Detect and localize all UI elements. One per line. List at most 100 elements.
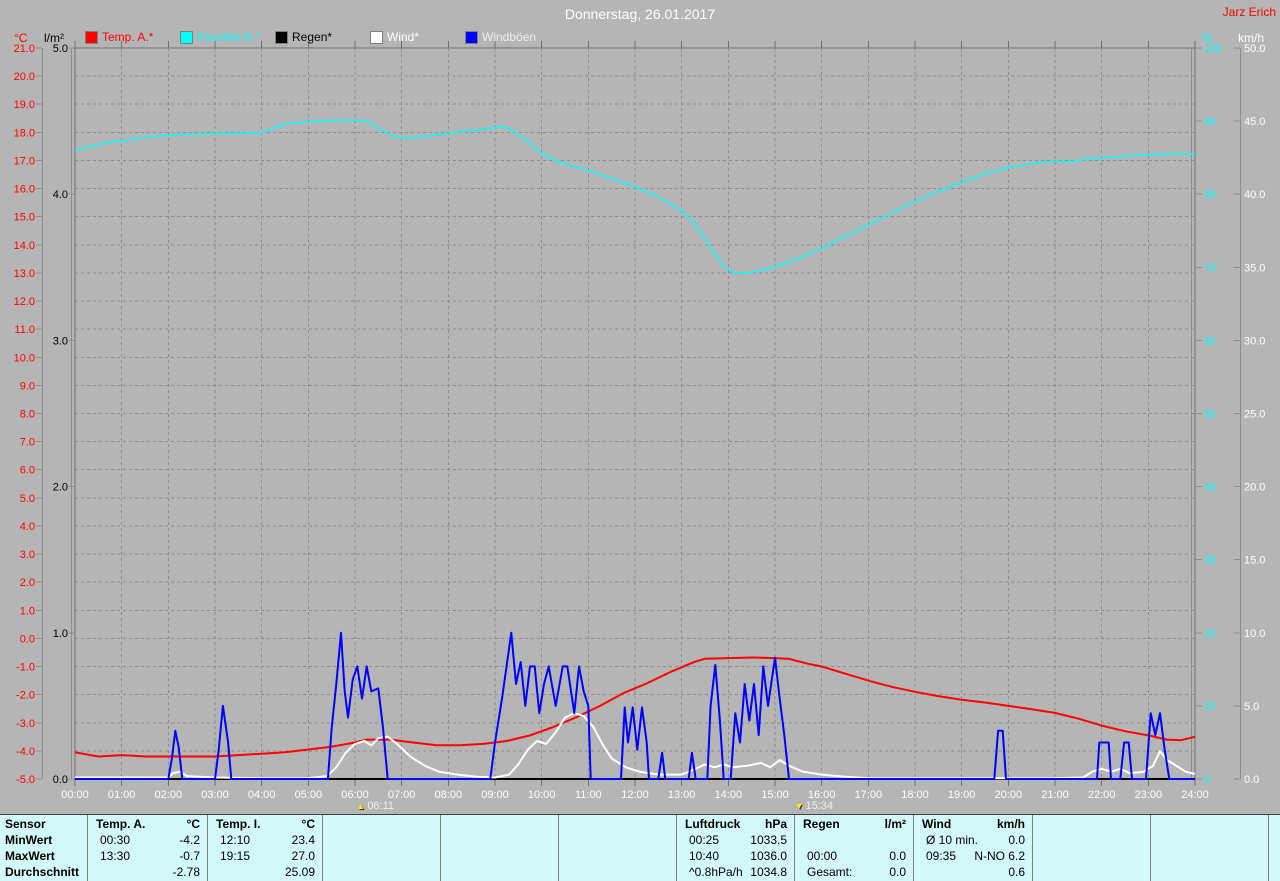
temp-tick-label: 17.0 bbox=[14, 155, 35, 167]
temp-tick-label: 8.0 bbox=[20, 409, 35, 421]
hour-label: 19:00 bbox=[948, 789, 976, 801]
table-column-4 bbox=[440, 815, 558, 881]
wind-tick-label: 15.0 bbox=[1244, 555, 1265, 567]
cell-time: 13:30 bbox=[100, 848, 131, 863]
cell-value: 0.0 bbox=[889, 848, 906, 863]
chart-legend: Temp. A.* Feuchte A.* Regen* Wind* Windböen bbox=[86, 30, 561, 44]
table-column-0: Sensor MinWert MaxWert Durchschnitt bbox=[0, 815, 87, 881]
hour-label: 22:00 bbox=[1088, 789, 1116, 801]
row-label-text: Sensor bbox=[5, 816, 46, 831]
table-value-row: 00:30 -4.2 bbox=[88, 832, 207, 848]
series-feuchte-a- bbox=[74, 119, 1195, 274]
hour-label: 03:00 bbox=[201, 789, 229, 801]
wind-tick-label: 20.0 bbox=[1244, 482, 1265, 494]
wind-tick-label: 50.0 bbox=[1244, 43, 1265, 55]
cell-time: 12:10 bbox=[220, 832, 251, 847]
humidity-tick-label: 0 bbox=[1204, 774, 1210, 786]
legend-item-4: Windböen bbox=[466, 30, 561, 44]
legend-label: Feuchte A.* bbox=[197, 30, 260, 44]
weather-chart: -5.0 -4.0 -3.0 -2.0 -1.0 0.0 1.0 2.0 3.0 4.0 5.0 6.… bbox=[14, 41, 1265, 801]
table-column-3 bbox=[322, 815, 440, 881]
cell-value: 1034.8 bbox=[750, 864, 787, 879]
table-value-row: 12:10 23.4 bbox=[208, 832, 322, 848]
temp-tick-label: 1.0 bbox=[20, 605, 35, 617]
cell-value: 27.0 bbox=[291, 848, 315, 863]
temp-tick-label: 5.0 bbox=[20, 493, 35, 505]
humidity-tick-label: 20 bbox=[1204, 628, 1216, 640]
table-value-row: 10:40 1036.0 bbox=[677, 848, 794, 864]
humidity-tick-label: 50 bbox=[1204, 409, 1216, 421]
legend-item-0: Temp. A.* bbox=[86, 30, 181, 44]
table-value-row: -2.78 bbox=[88, 864, 207, 880]
series-temp-a- bbox=[74, 656, 1196, 758]
legend-swatch-icon bbox=[276, 31, 287, 43]
page-title: Donnerstag, 26.01.2017 bbox=[564, 6, 716, 22]
wind-tick-label: 30.0 bbox=[1244, 335, 1265, 347]
table-row-label: MinWert bbox=[0, 832, 87, 848]
column-unit: hPa bbox=[764, 816, 787, 831]
legend-swatch-icon bbox=[181, 31, 192, 43]
table-value-row: 25.09 bbox=[208, 864, 322, 880]
hour-label: 08:00 bbox=[435, 789, 463, 801]
row-label-text: Durchschnitt bbox=[5, 864, 80, 879]
cell-time: ^0.8hPa/h bbox=[689, 864, 743, 879]
wind-tick-label: 40.0 bbox=[1244, 189, 1265, 201]
column-name: Luftdruck bbox=[685, 816, 741, 831]
temp-tick-label: 3.0 bbox=[20, 549, 35, 561]
cell-value: 0.0 bbox=[1008, 832, 1025, 847]
legend-swatch-icon bbox=[466, 31, 477, 43]
cell-value: N-NO 6.2 bbox=[974, 848, 1025, 863]
cell-value: 1036.0 bbox=[750, 848, 787, 863]
wind-tick-label: 10.0 bbox=[1244, 628, 1265, 640]
table-column-1: Temp. A. °C 00:30 -4.2 13:30 -0.7 -2.78 bbox=[87, 815, 207, 881]
wind-tick-label: 45.0 bbox=[1244, 116, 1265, 128]
hour-label: 16:00 bbox=[808, 789, 836, 801]
sunrise-arrow-icon: ▲ bbox=[356, 800, 366, 811]
cell-value: 0.6 bbox=[1008, 864, 1025, 879]
sunset-marker: ▼ 15:34 bbox=[795, 799, 833, 812]
table-row-label: Sensor bbox=[0, 815, 87, 832]
hour-label: 24:00 bbox=[1181, 789, 1209, 801]
hour-label: 09:00 bbox=[481, 789, 509, 801]
table-column-8: Wind km/h Ø 10 min. 0.0 09:35 N-NO 6.2 0.6 bbox=[913, 815, 1032, 881]
column-unit: °C bbox=[301, 816, 315, 831]
table-header-row: Temp. I. °C bbox=[208, 815, 322, 832]
temp-tick-label: 14.0 bbox=[14, 240, 35, 252]
cell-value: -2.78 bbox=[172, 864, 200, 879]
humidity-tick-label: 30 bbox=[1204, 555, 1216, 567]
temp-tick-label: 4.0 bbox=[20, 521, 35, 533]
legend-swatch-icon bbox=[86, 31, 97, 43]
sunrise-time: 06:11 bbox=[367, 799, 395, 812]
legend-label: Temp. A.* bbox=[102, 30, 154, 44]
series-wind bbox=[75, 712, 1196, 780]
table-value-row: Ø 10 min. 0.0 bbox=[914, 832, 1032, 848]
hour-label: 00:00 bbox=[61, 789, 89, 801]
rain-axis-unit: l/m² bbox=[44, 31, 64, 45]
stats-table: Sensor MinWert MaxWert Durchschnitt Temp. A.… bbox=[0, 814, 1280, 881]
hour-label: 18:00 bbox=[901, 789, 929, 801]
cell-time: 10:40 bbox=[689, 848, 720, 863]
temp-tick-label: 9.0 bbox=[20, 380, 35, 392]
table-column-10 bbox=[1150, 815, 1268, 881]
column-name: Temp. A. bbox=[96, 816, 146, 831]
temp-tick-label: -5.0 bbox=[16, 774, 35, 786]
column-name: Temp. I. bbox=[216, 816, 261, 831]
wind-tick-label: 5.0 bbox=[1244, 701, 1259, 713]
temp-tick-label: 11.0 bbox=[14, 324, 35, 336]
cell-value: 25.09 bbox=[284, 864, 315, 879]
column-unit: km/h bbox=[996, 816, 1025, 831]
temp-tick-label: -4.0 bbox=[16, 746, 35, 758]
table-value-row: 19:15 27.0 bbox=[208, 848, 322, 864]
humidity-tick-label: 100 bbox=[1204, 43, 1222, 55]
rain-tick-label: 5.0 bbox=[53, 43, 68, 55]
legend-label: Windböen bbox=[482, 30, 537, 44]
temp-tick-label: 18.0 bbox=[14, 127, 35, 139]
column-unit: l/m² bbox=[884, 816, 906, 831]
column-name: Wind bbox=[922, 816, 952, 831]
cell-time: 19:15 bbox=[220, 848, 251, 863]
rain-tick-label: 3.0 bbox=[53, 335, 68, 347]
humidity-tick-label: 40 bbox=[1204, 482, 1216, 494]
table-column-6: Luftdruck hPa 00:25 1033.5 10:40 1036.0 ^0.8hP… bbox=[676, 815, 794, 881]
table-header-row: Regen l/m² bbox=[795, 815, 913, 832]
